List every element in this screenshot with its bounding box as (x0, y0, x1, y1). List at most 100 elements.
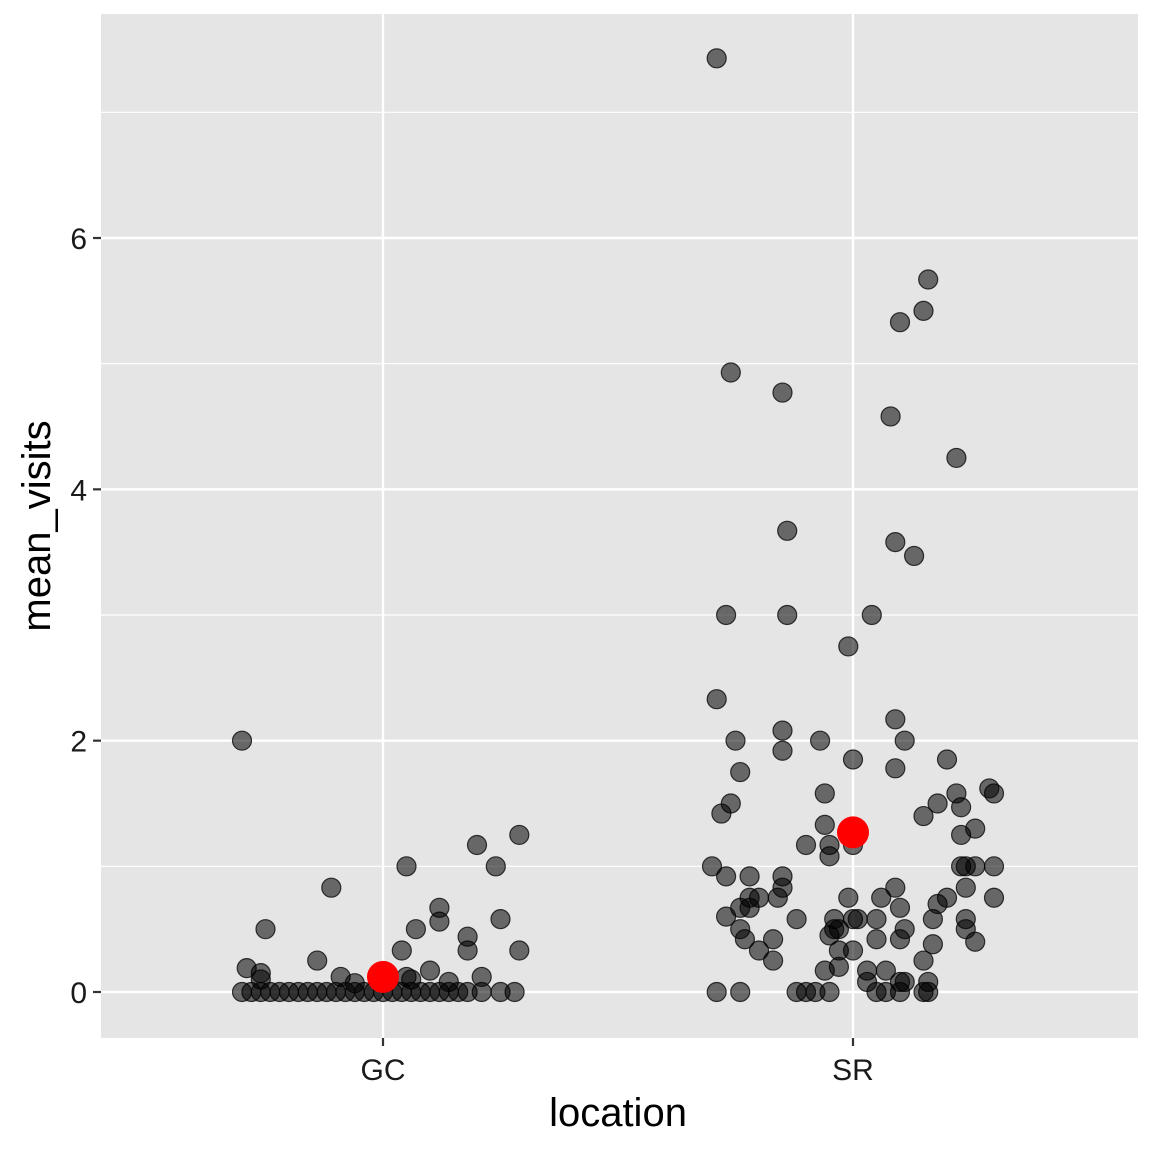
data-point-sr (950, 797, 972, 818)
data-point-sr (711, 803, 732, 824)
data-point-sr (715, 866, 737, 887)
data-point-sr (885, 532, 906, 553)
data-point-gc (405, 919, 426, 940)
data-point-sr (885, 709, 906, 730)
y-axis-title: mean_visits (15, 420, 59, 631)
data-point-gc (490, 909, 511, 930)
data-point-sr (983, 783, 1005, 804)
x-tick-label: SR (832, 1054, 874, 1087)
data-point-sr (889, 897, 911, 918)
y-tick-label: 0 (70, 977, 87, 1010)
data-point-sr (866, 909, 887, 930)
data-point-gc (391, 940, 412, 961)
data-point-gc (429, 911, 450, 932)
data-point-sr (809, 730, 831, 751)
data-point-sr (903, 545, 925, 567)
data-point-sr (748, 940, 770, 961)
data-point-gc (509, 824, 530, 846)
data-point-gc (471, 981, 492, 1003)
data-point-gc (231, 730, 253, 751)
data-point-gc (457, 940, 478, 961)
data-point-sr (814, 814, 835, 835)
x-axis-title: location (549, 1091, 687, 1135)
y-tick-label: 2 (70, 726, 87, 759)
data-point-sr (772, 740, 793, 761)
data-point-sr (871, 887, 892, 908)
data-point-sr (965, 856, 986, 877)
data-point-sr (706, 981, 727, 1003)
data-point-sr (814, 960, 835, 981)
data-point-sr (706, 48, 727, 69)
data-point-sr (955, 877, 976, 898)
mean-points (367, 816, 869, 993)
data-point-sr (875, 960, 897, 981)
mean-point-sr (837, 816, 869, 849)
data-point-gc (509, 940, 530, 961)
data-point-gc (504, 981, 525, 1003)
data-point-sr (767, 887, 788, 908)
data-point-sr (885, 758, 906, 779)
data-point-sr (777, 520, 798, 541)
data-point-sr (814, 783, 835, 804)
data-point-gc (255, 919, 276, 940)
data-point-sr (838, 887, 859, 908)
axes: 0 2 4 6 GC SR (70, 223, 874, 1087)
data-point-sr (946, 447, 967, 469)
panel-background (101, 14, 1138, 1038)
data-point-sr (913, 805, 934, 827)
data-point-sr (701, 856, 723, 877)
x-tick-label: GC (361, 1054, 406, 1087)
data-point-sr (861, 604, 882, 626)
data-point-sr (730, 761, 751, 783)
data-point-sr (734, 929, 756, 950)
data-point-sr (706, 689, 727, 710)
data-point-sr (842, 749, 864, 770)
y-tick-label: 6 (70, 223, 87, 256)
data-point-sr (838, 636, 859, 657)
data-point-sr (894, 730, 915, 751)
data-point-sr (720, 362, 741, 383)
data-point-gc (419, 960, 441, 981)
data-point-sr (762, 950, 784, 971)
data-point-sr (889, 312, 911, 333)
data-point-sr (927, 793, 948, 814)
data-point-sr (889, 929, 911, 950)
data-point-sr (715, 604, 737, 626)
data-point-sr (885, 877, 906, 898)
data-point-sr (866, 929, 887, 950)
data-point-sr (772, 720, 793, 741)
data-point-gc (396, 856, 417, 877)
data-point-sr (715, 906, 737, 927)
data-point-sr (983, 887, 1005, 908)
data-point-sr (739, 897, 760, 918)
data-point-sr (913, 950, 934, 971)
data-point-sr (847, 909, 868, 930)
data-point-sr (786, 909, 807, 930)
data-point-gc (485, 856, 506, 877)
data-point-sr (762, 929, 784, 950)
data-point-sr (922, 934, 944, 955)
data-point-gc (307, 950, 328, 971)
data-point-gc (466, 834, 488, 856)
data-point-sr (965, 818, 986, 839)
data-point-sr (795, 834, 817, 856)
data-point-sr (819, 925, 840, 946)
data-point-sr (842, 940, 864, 961)
data-point-sr (965, 931, 986, 952)
data-point-sr (725, 730, 746, 751)
y-tick-label: 4 (70, 474, 87, 507)
data-point-sr (819, 846, 840, 867)
data-point-sr (922, 909, 944, 930)
data-point-sr (819, 981, 840, 1003)
data-point-sr (730, 981, 751, 1003)
data-point-gc (321, 877, 342, 898)
data-point-sr (913, 300, 934, 321)
data-point-sr (936, 749, 958, 770)
data-point-sr (889, 981, 911, 1003)
data-point-sr (918, 269, 939, 290)
data-point-sr (918, 981, 939, 1003)
data-point-sr (772, 382, 793, 403)
data-point-sr (880, 406, 901, 427)
data-point-sr (983, 856, 1005, 877)
